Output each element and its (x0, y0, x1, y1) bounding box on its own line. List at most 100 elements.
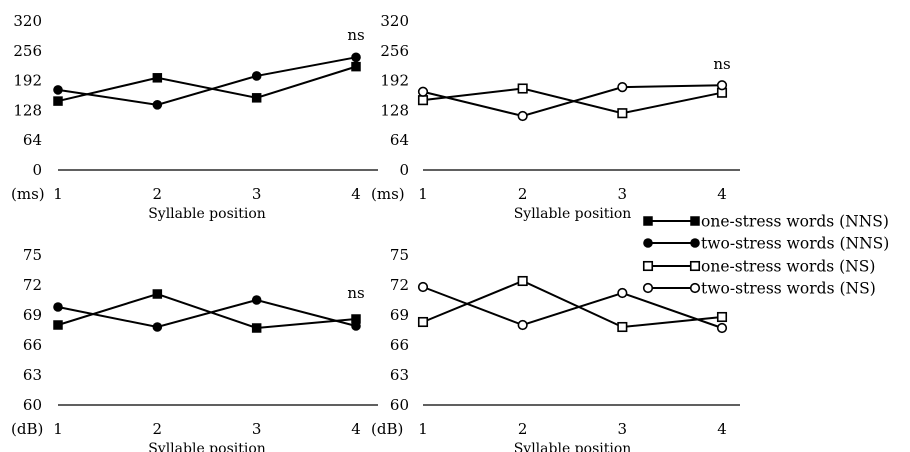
data-point (53, 96, 63, 106)
x-tick-label: 2 (518, 185, 528, 203)
y-tick-label: 128 (13, 101, 42, 119)
panel-top-right: 0 64 128 192 256 320 (ms) 1 2 3 4 Syllable position… (371, 12, 740, 222)
series-line (422, 84, 723, 118)
data-point (351, 52, 361, 63)
data-point (251, 295, 262, 305)
data-point (417, 281, 429, 293)
unit-label: (dB) (371, 420, 403, 438)
series-0 (53, 61, 361, 106)
data-point (351, 314, 361, 324)
legend-label: two-stress words (NS) (701, 280, 876, 298)
legend-marker-right (689, 282, 701, 294)
data-point (417, 316, 429, 328)
series-line (57, 56, 357, 106)
data-point (53, 320, 63, 330)
data-point (251, 93, 262, 103)
data-point (351, 61, 361, 72)
data-point (351, 321, 361, 331)
y-tick-label: 320 (380, 12, 409, 30)
x-tick-label: 3 (618, 185, 628, 203)
y-tick-label: 192 (13, 72, 42, 90)
x-axis-label: Syllable position (148, 206, 266, 222)
y-tick-label: 63 (23, 366, 42, 384)
legend-item: one-stress words (NNS) (643, 213, 889, 231)
y-tick-label: 72 (390, 276, 409, 294)
data-point (251, 323, 262, 333)
y-tick-label: 69 (23, 306, 42, 324)
y-tick-label: 0 (32, 161, 42, 179)
series-line (422, 286, 723, 329)
data-point (152, 100, 163, 110)
series-1 (417, 281, 728, 334)
unit-label: (ms) (371, 185, 405, 203)
data-point (53, 302, 63, 312)
y-tick-label: 0 (399, 161, 409, 179)
data-point (251, 71, 262, 81)
y-tick-label: 66 (390, 336, 409, 354)
data-point (517, 319, 528, 331)
x-tick-label: 4 (717, 420, 727, 438)
y-tick-label: 192 (380, 72, 409, 90)
panel-bottom-left: 60 63 66 69 72 75 (dB) 1 2 3 4 Syllable position ns (11, 246, 378, 452)
y-tick-label: 320 (13, 12, 42, 30)
ns-annotation: ns (713, 55, 730, 73)
legend: one-stress words (NNS) two-stress words (… (642, 213, 889, 298)
data-point (617, 82, 628, 93)
y-tick-label: 69 (390, 306, 409, 324)
y-tick-label: 75 (390, 246, 409, 264)
data-point (617, 287, 628, 299)
x-tick-label: 4 (717, 185, 727, 203)
x-tick-label: 2 (153, 420, 163, 438)
legend-item: one-stress words (NS) (642, 258, 875, 276)
legend-item: two-stress words (NNS) (643, 235, 889, 253)
ns-annotation: ns (347, 284, 364, 302)
data-point (617, 108, 628, 119)
ns-annotation: ns (347, 26, 364, 44)
data-point (617, 321, 628, 333)
x-axis-label: Syllable position (514, 441, 632, 452)
legend-marker-left (642, 282, 654, 294)
data-point (716, 80, 728, 91)
x-axis-label: Syllable position (148, 441, 266, 452)
series-line (422, 279, 723, 329)
y-tick-label: 72 (23, 276, 42, 294)
x-tick-label: 1 (53, 420, 63, 438)
y-tick-label: 75 (23, 246, 42, 264)
legend-marker-left (643, 216, 653, 226)
series-1 (417, 80, 728, 122)
x-tick-label: 3 (252, 420, 262, 438)
x-tick-label: 3 (618, 420, 628, 438)
legend-marker-right (689, 260, 701, 272)
data-point (517, 83, 528, 94)
y-tick-label: 64 (23, 131, 42, 149)
data-point (517, 275, 528, 287)
panel-top-left: 0 64 128 192 256 320 (ms) 1 2 3 4 Syllable position… (11, 12, 378, 222)
data-point (716, 322, 728, 334)
x-tick-label: 2 (518, 420, 528, 438)
y-tick-label: 128 (380, 101, 409, 119)
y-tick-label: 60 (390, 396, 409, 414)
x-tick-label: 1 (418, 420, 428, 438)
y-tick-label: 66 (23, 336, 42, 354)
x-tick-label: 4 (351, 185, 361, 203)
unit-label: (dB) (11, 420, 43, 438)
y-tick-label: 256 (13, 42, 42, 60)
series-line (57, 292, 357, 330)
legend-marker-right (690, 238, 700, 248)
legend-label: two-stress words (NNS) (701, 235, 889, 253)
data-point (716, 311, 728, 323)
series-0 (53, 289, 361, 333)
series-1 (53, 52, 361, 110)
data-point (53, 85, 63, 95)
y-tick-label: 256 (380, 42, 409, 60)
x-tick-label: 1 (418, 185, 428, 203)
legend-marker-right (690, 216, 700, 226)
legend-marker-left (642, 260, 654, 272)
data-point (152, 322, 163, 332)
legend-item: two-stress words (NS) (642, 280, 876, 298)
data-point (152, 73, 163, 83)
data-point (152, 289, 163, 299)
x-axis-label: Syllable position (514, 206, 632, 222)
